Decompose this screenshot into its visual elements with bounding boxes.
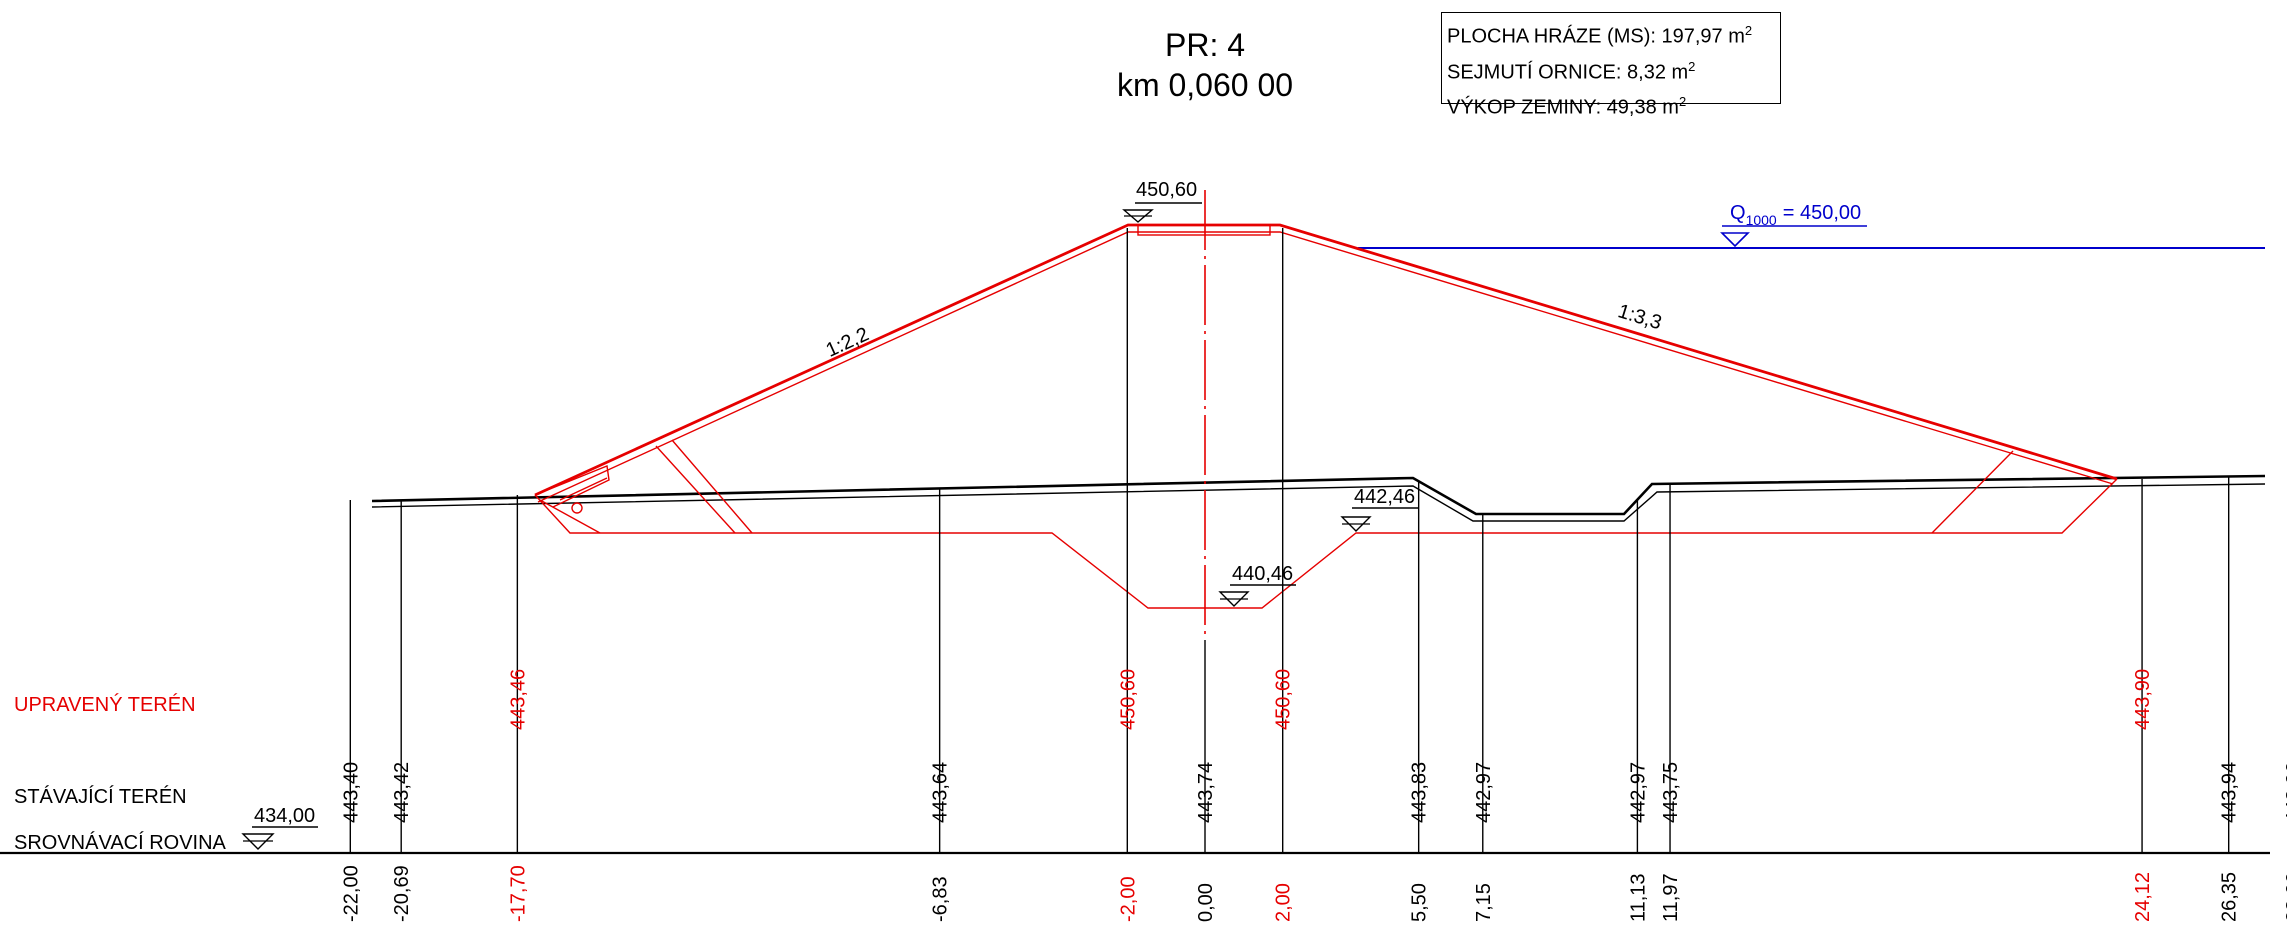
chainage-title: km 0,060 00 (1117, 67, 1293, 103)
dam-body (534, 190, 2118, 638)
distance-label: 28,00 (2283, 872, 2287, 922)
station-lines (349, 228, 2230, 853)
distance-label: -2,00 (1117, 876, 1139, 922)
distance-label: 0,00 (1195, 883, 1217, 922)
existing-elevation-label: 443,42 (391, 762, 413, 823)
datum-level-label: 434,00 (254, 805, 315, 827)
area-summary-box: PLOCHA HRÁZE (MS): 197,97 m2 SEJMUTÍ ORN… (1441, 12, 1781, 119)
crest-level-label: 450,60 (1136, 179, 1197, 201)
distance-label: 5,50 (1409, 883, 1431, 922)
distance-label: 2,00 (1273, 883, 1295, 922)
existing-elevation-label: 443,94 (2219, 762, 2241, 823)
crest-level-marker: 450,60 (1122, 179, 1202, 223)
datum-level-marker: 434,00 (241, 805, 318, 850)
water-level-marker: Q1000 = 450,00 (1720, 202, 1867, 248)
modified-terrain-row-label: UPRAVENÝ TERÉN (14, 693, 196, 716)
modified-elevation-label: 450,60 (1117, 669, 1139, 730)
existing-elevation-label: 443,75 (1660, 762, 1682, 823)
distance-label: -17,70 (507, 865, 529, 922)
existing-elevation-label: 442,97 (1627, 762, 1649, 823)
distance-label: 24,12 (2132, 872, 2154, 922)
berm-level-label: 442,46 (1354, 486, 1415, 508)
datum-row-label: SROVNÁVACÍ ROVINA (14, 831, 227, 854)
modified-elevation-label: 443,90 (2132, 669, 2154, 730)
modified-elevation-label: 443,46 (507, 669, 529, 730)
distance-label: 11,97 (1660, 873, 1682, 922)
trench-level-marker: 440,46 (1218, 563, 1296, 607)
distance-label: -6,83 (930, 876, 952, 922)
distance-label: 26,35 (2219, 872, 2241, 922)
dam-area-line: PLOCHA HRÁZE (MS): 197,97 m2 (1447, 23, 1753, 48)
existing-elevation-label: 443,96 (2283, 762, 2287, 823)
existing-elevation-label: 442,97 (1473, 762, 1495, 823)
water-level-label: Q1000 = 450,00 (1730, 202, 1861, 228)
excavation-area-line: VÝKOP ZEMINY: 49,38 m2 (1447, 94, 1687, 119)
existing-elevation-label: 443,64 (930, 762, 952, 823)
distance-label: 7,15 (1473, 883, 1495, 922)
trench-level-label: 440,46 (1232, 563, 1293, 585)
existing-terrain (371, 224, 2266, 522)
existing-elevation-label: 443,74 (1195, 762, 1217, 823)
slope-left-label: 1:2,2 (823, 323, 873, 361)
existing-elevation-label: 443,40 (340, 762, 362, 823)
station-labels: 443,40 -22,00 443,42 -20,69 443,46 -17,70 443,… (340, 669, 2287, 922)
topsoil-area-line: SEJMUTÍ ORNICE: 8,32 m2 (1447, 58, 1696, 84)
distance-label: -20,69 (391, 865, 413, 922)
distance-label: -22,00 (340, 865, 362, 922)
existing-elevation-label: 443,83 (1409, 762, 1431, 823)
existing-terrain-row-label: STÁVAJÍCÍ TERÉN (14, 785, 187, 808)
modified-elevation-label: 450,60 (1273, 669, 1295, 730)
berm-level-marker: 442,46 (1340, 486, 1418, 532)
distance-label: 11,13 (1627, 873, 1649, 922)
profile-title: PR: 4 (1165, 27, 1245, 63)
